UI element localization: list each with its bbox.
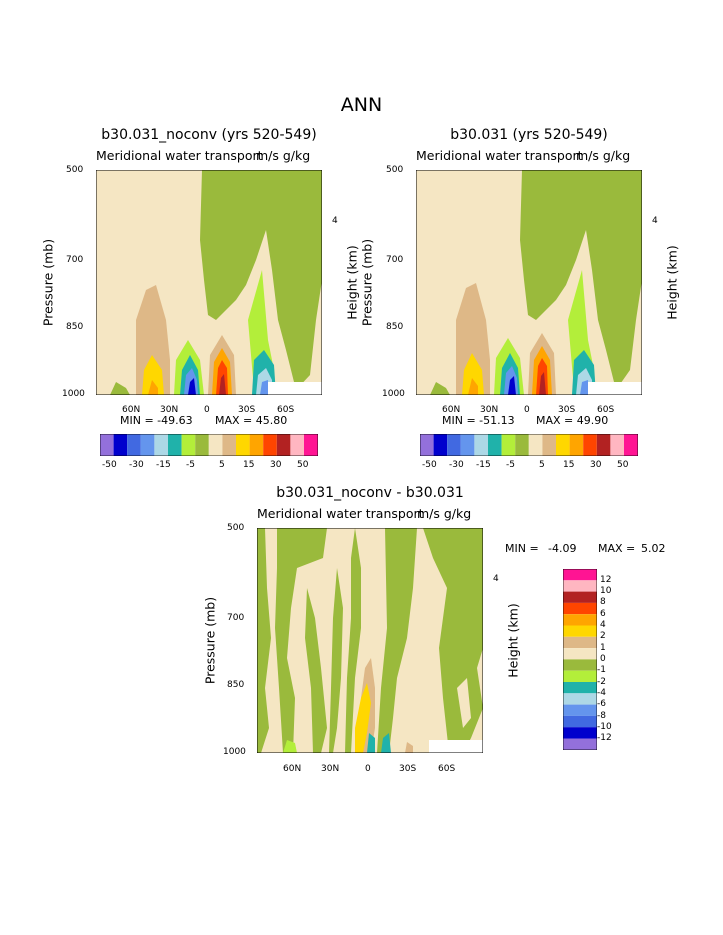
panel3-ytick-500: 500 <box>227 523 245 533</box>
panel3-ytick-700: 700 <box>227 613 245 623</box>
panel1-ylabel: Pressure (mb) <box>40 238 56 327</box>
panel1-ytick-700: 700 <box>66 255 84 265</box>
panel3-ytick-right-4: 4 <box>493 574 499 584</box>
panel2-ylabel: Pressure (mb) <box>359 238 375 327</box>
panel3-cb-label-11: -6 <box>597 699 606 709</box>
panel1-ylabel-right: Height (km) <box>344 245 360 320</box>
panel1-max: MAX = 45.80 <box>215 414 288 427</box>
panel3-cb-label-7: 0 <box>600 654 606 664</box>
panel3-min-label: MIN = <box>505 542 539 555</box>
panel2-cb-label-6: 30 <box>590 460 602 470</box>
panel2-colorbar <box>420 434 638 456</box>
panel3-colorbar <box>563 569 597 750</box>
panel2-plot <box>416 170 642 395</box>
panel1-cb-label-1: -30 <box>129 460 144 470</box>
panel1-ytick-850: 850 <box>66 322 84 332</box>
panel3-ylabel-right: Height (km) <box>505 603 521 678</box>
panel2-xtick-30n: 30N <box>480 405 499 415</box>
panel3-cb-label-3: 6 <box>600 609 606 619</box>
panel3-min-value: -4.09 <box>548 542 577 555</box>
panel1-ytick-right-4: 4 <box>332 216 338 226</box>
panel3-cb-label-0: 12 <box>600 575 612 585</box>
panel1-xtick-60s: 60S <box>277 405 295 415</box>
panel2-subtitle: Meridional water transport <box>416 148 583 163</box>
panel2-units: m/s g/kg <box>576 148 631 163</box>
panel3-cb-label-2: 8 <box>600 597 606 607</box>
panel2-ytick-500: 500 <box>386 165 404 175</box>
panel3-ylabel: Pressure (mb) <box>202 596 218 685</box>
panel3-cb-label-10: -4 <box>597 688 606 698</box>
panel2-ytick-850: 850 <box>386 322 404 332</box>
panel2-cb-label-7: 50 <box>617 460 629 470</box>
panel2-cb-label-0: -50 <box>422 460 437 470</box>
panel3-cb-label-5: 2 <box>600 631 606 641</box>
panel3-ytick-850: 850 <box>227 680 245 690</box>
panel2-xtick-60n: 60N <box>442 405 461 415</box>
panel2-xtick-0: 0 <box>524 405 530 415</box>
panel1-cb-label-5: 15 <box>243 460 255 470</box>
panel3-xtick-30n: 30N <box>321 764 340 774</box>
panel3-xtick-60s: 60S <box>438 764 456 774</box>
panel3-ytick-1000: 1000 <box>223 747 246 757</box>
panel1-cb-label-0: -50 <box>102 460 117 470</box>
panel3-xtick-0: 0 <box>365 764 371 774</box>
panel2-ytick-700: 700 <box>386 255 404 265</box>
panel1-cb-label-2: -15 <box>156 460 171 470</box>
panel1-colorbar <box>100 434 318 456</box>
panel2-ytick-right-4: 4 <box>652 216 658 226</box>
panel1-ytick-1000: 1000 <box>62 389 85 399</box>
panel1-xtick-30n: 30N <box>160 405 179 415</box>
panel3-cb-label-14: -12 <box>597 733 612 743</box>
panel2-ytick-1000: 1000 <box>382 389 405 399</box>
panel3-title: b30.031_noconv - b30.031 <box>276 485 464 501</box>
panel3-max-value: 5.02 <box>641 542 666 555</box>
panel3-units: m/s g/kg <box>417 506 472 521</box>
panel3-subtitle: Meridional water transport <box>257 506 424 521</box>
panel1-plot <box>96 170 322 395</box>
panel2-ylabel-right: Height (km) <box>664 245 680 320</box>
panel2-title: b30.031 (yrs 520-549) <box>450 127 608 143</box>
panel3-cb-label-6: 1 <box>600 643 606 653</box>
panel3-max-label: MAX = <box>598 542 636 555</box>
panel2-min: MIN = -51.13 <box>442 414 515 427</box>
panel3-cb-label-12: -8 <box>597 711 606 721</box>
panel1-min: MIN = -49.63 <box>120 414 193 427</box>
panel3-cb-label-13: -10 <box>597 722 612 732</box>
panel1-units: m/s g/kg <box>256 148 311 163</box>
panel2-cb-label-1: -30 <box>449 460 464 470</box>
panel1-subtitle: Meridional water transport <box>96 148 263 163</box>
panel1-cb-label-4: 5 <box>219 460 225 470</box>
panel1-ytick-500: 500 <box>66 165 84 175</box>
panel3-plot <box>257 528 483 753</box>
panel3-cb-label-9: -2 <box>597 677 606 687</box>
panel3-cb-label-8: -1 <box>597 665 606 675</box>
panel2-xtick-60s: 60S <box>597 405 615 415</box>
panel2-cb-label-4: 5 <box>539 460 545 470</box>
panel2-cb-label-2: -15 <box>476 460 491 470</box>
panel3-cb-label-4: 4 <box>600 620 606 630</box>
panel3-cb-label-1: 10 <box>600 586 612 596</box>
panel1-cb-label-6: 30 <box>270 460 282 470</box>
panel1-cb-label-3: -5 <box>186 460 195 470</box>
panel1-cb-label-7: 50 <box>297 460 309 470</box>
panel2-max: MAX = 49.90 <box>536 414 609 427</box>
panel1-xtick-0: 0 <box>204 405 210 415</box>
panel1-xtick-30s: 30S <box>238 405 256 415</box>
panel2-cb-label-3: -5 <box>506 460 515 470</box>
panel2-cb-label-5: 15 <box>563 460 575 470</box>
panel2-xtick-30s: 30S <box>558 405 576 415</box>
panel1-title: b30.031_noconv (yrs 520-549) <box>101 127 317 143</box>
panel3-xtick-30s: 30S <box>399 764 417 774</box>
panel1-xtick-60n: 60N <box>122 405 141 415</box>
figure-title: ANN <box>340 94 383 116</box>
panel3-xtick-60n: 60N <box>283 764 302 774</box>
